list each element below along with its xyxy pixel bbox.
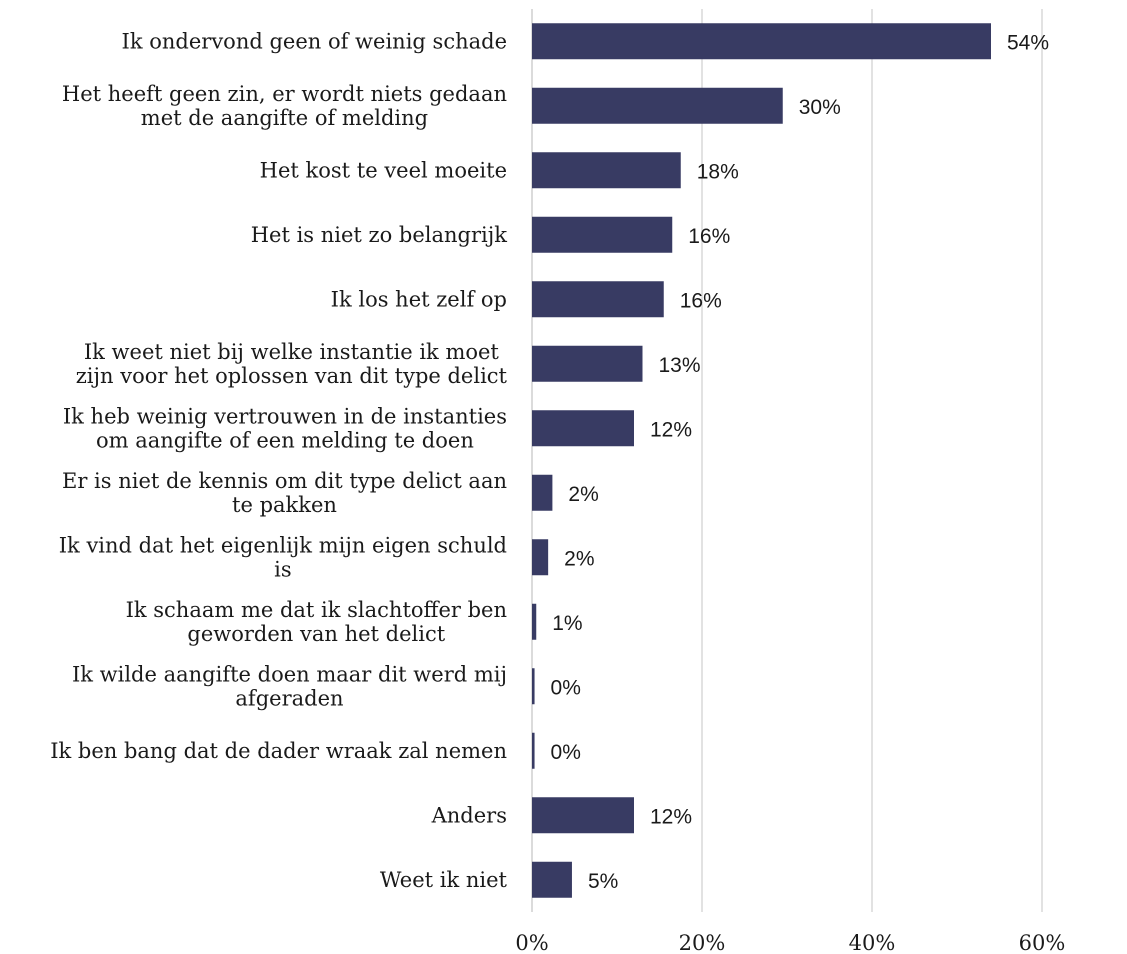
- category-label-line: afgeraden: [235, 686, 343, 710]
- category-label-line: Anders: [431, 803, 507, 827]
- category-label-line: geworden van het delict: [187, 622, 445, 646]
- bar: [532, 539, 549, 576]
- category-label-line: Ik ondervond geen of weinig schade: [122, 29, 507, 53]
- bar: [532, 345, 643, 382]
- bar: [532, 152, 681, 189]
- category-label-line: Weet ik niet: [380, 868, 508, 892]
- category-label: Het heeft geen zin, er wordt niets gedaa…: [62, 82, 507, 130]
- category-label-line: Het kost te veel moeite: [260, 158, 507, 182]
- x-tick-label: 40%: [849, 931, 896, 954]
- data-label: 12%: [650, 805, 692, 828]
- bar: [532, 281, 664, 318]
- category-label-line: Ik ben bang dat de dader wraak zal nemen: [50, 739, 507, 763]
- bar: [532, 87, 783, 124]
- bar: [532, 23, 991, 60]
- category-label: Ik vind dat het eigenlijk mijn eigen sch…: [59, 533, 507, 581]
- category-label-line: Ik schaam me dat ik slachtoffer ben: [126, 598, 507, 622]
- data-label: 0%: [551, 676, 581, 699]
- bar: [532, 732, 535, 769]
- category-label-line: te pakken: [232, 493, 337, 517]
- bar: [532, 668, 535, 705]
- category-label-line: Het heeft geen zin, er wordt niets gedaa…: [62, 82, 507, 106]
- bar: [532, 603, 537, 640]
- category-label: Ik ondervond geen of weinig schade: [122, 29, 507, 53]
- x-tick-label: 0%: [515, 931, 548, 954]
- category-label: Het is niet zo belangrijk: [251, 223, 508, 247]
- category-label: Het kost te veel moeite: [260, 158, 507, 182]
- x-tick-label: 20%: [679, 931, 726, 954]
- category-label-line: Ik wilde aangifte doen maar dit werd mij: [72, 662, 507, 686]
- bars: [532, 23, 991, 898]
- category-label-line: Ik vind dat het eigenlijk mijn eigen sch…: [59, 533, 507, 557]
- category-label: Ik heb weinig vertrouwen in de instantie…: [63, 404, 507, 452]
- data-label: 16%: [688, 225, 730, 248]
- category-label: Ik ben bang dat de dader wraak zal nemen: [50, 739, 507, 763]
- category-label: Ik wilde aangifte doen maar dit werd mij…: [72, 662, 507, 710]
- bar: [532, 474, 553, 511]
- data-label: 1%: [552, 612, 582, 635]
- data-label: 2%: [564, 547, 594, 570]
- data-label: 13%: [659, 354, 701, 377]
- category-label-line: zijn voor het oplossen van dit type deli…: [76, 364, 508, 388]
- category-label-line: om aangifte of een melding te doen: [96, 428, 474, 452]
- bar: [532, 410, 634, 447]
- data-label: 18%: [697, 160, 739, 183]
- data-label: 16%: [680, 289, 722, 312]
- x-tick-label: 60%: [1019, 931, 1066, 954]
- category-label: Ik schaam me dat ik slachtoffer bengewor…: [126, 598, 507, 646]
- gridlines: [531, 9, 1043, 912]
- x-axis-tick-labels: 0% 20% 40% 60%: [515, 931, 1065, 954]
- data-label: 5%: [588, 870, 618, 893]
- bar: [532, 216, 673, 253]
- category-label-line: Het is niet zo belangrijk: [251, 223, 508, 247]
- category-label: Ik los het zelf op: [331, 287, 507, 311]
- bar: [532, 861, 572, 898]
- category-label: Weet ik niet: [380, 868, 508, 892]
- data-label: 2%: [568, 483, 598, 506]
- category-labels: Ik ondervond geen of weinig schade Het he…: [50, 29, 507, 892]
- category-label-line: met de aangifte of melding: [141, 106, 428, 130]
- category-label-line: is: [274, 557, 292, 581]
- value-labels: 54% 30% 18% 16% 16% 13% 12% 2% 2% 1% 0% 0% 12% 5%: [551, 31, 1049, 893]
- category-label-line: Er is niet de kennis om dit type delict …: [62, 469, 507, 493]
- category-label: Er is niet de kennis om dit type delict …: [62, 469, 507, 517]
- data-label: 12%: [650, 418, 692, 441]
- category-label: Ik weet niet bij welke instantie ik moet…: [76, 340, 508, 388]
- category-label-line: Ik heb weinig vertrouwen in de instantie…: [63, 404, 507, 428]
- category-label-line: Ik weet niet bij welke instantie ik moet: [84, 340, 500, 364]
- category-label-line: Ik los het zelf op: [331, 287, 507, 311]
- category-label: Anders: [431, 803, 507, 827]
- data-label: 30%: [799, 96, 841, 119]
- data-label: 0%: [551, 741, 581, 764]
- data-label: 54%: [1007, 31, 1049, 54]
- bar: [532, 797, 634, 834]
